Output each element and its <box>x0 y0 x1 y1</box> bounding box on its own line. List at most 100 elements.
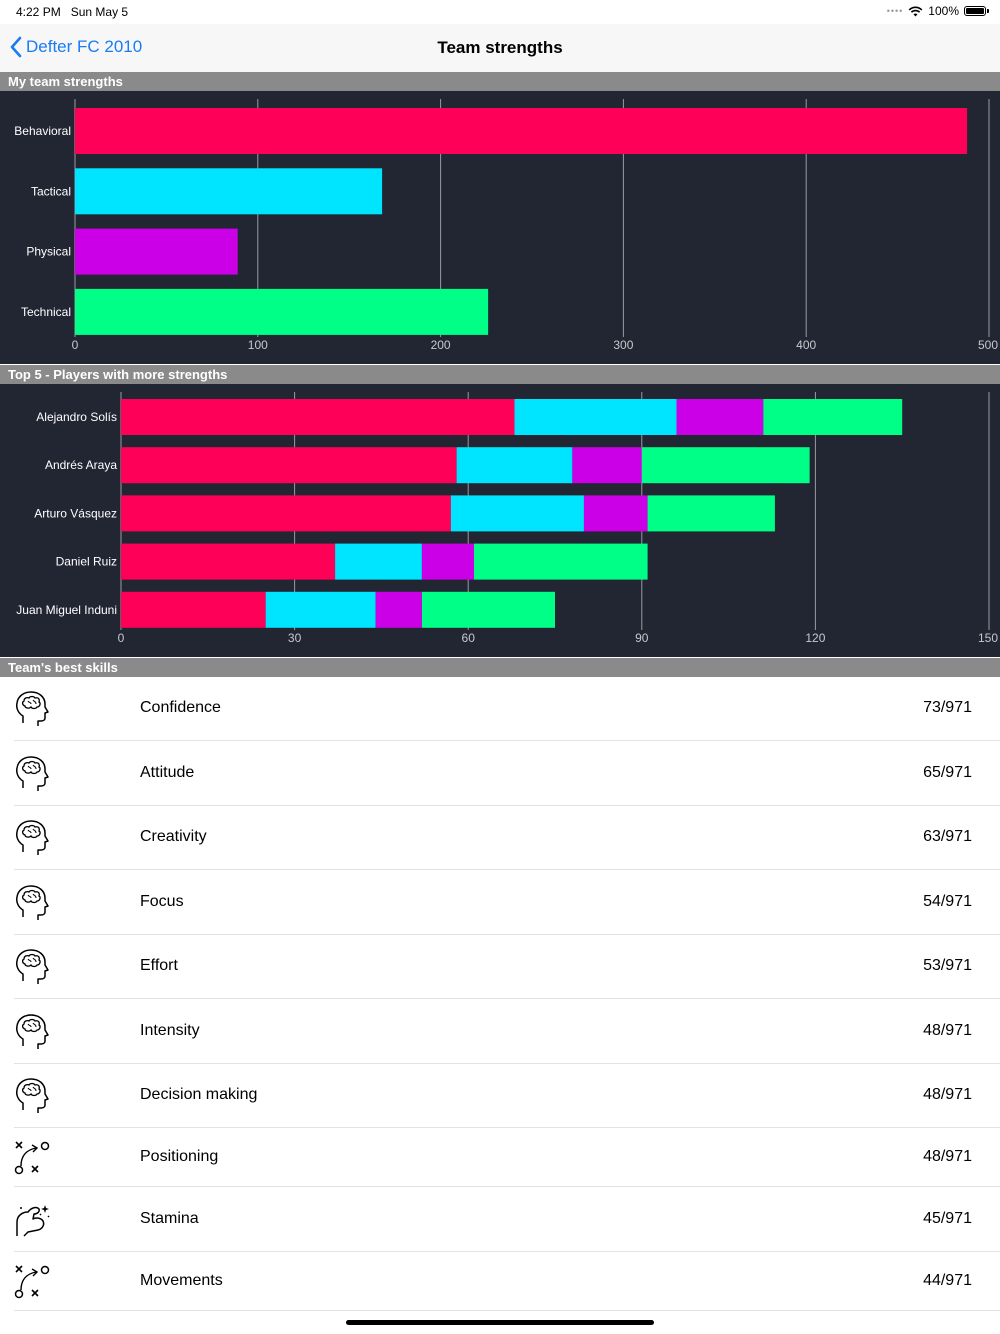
skill-row[interactable]: Decision making 48/971 <box>0 1064 1000 1128</box>
team-strengths-chart-svg: 0 100 200 300 400 500 Behavioral Tactical Physic… <box>14 99 998 352</box>
skill-row[interactable]: Effort 53/971 <box>0 935 1000 999</box>
row-separator <box>14 805 1000 806</box>
bar <box>75 168 383 215</box>
status-indicators: •••• 100% <box>886 4 989 18</box>
bar-segment <box>421 543 474 580</box>
bar-segment <box>473 543 648 580</box>
bar-segment <box>421 591 555 628</box>
signal-dots-icon: •••• <box>886 6 904 16</box>
x-tick-label: 90 <box>635 631 649 645</box>
page-title: Team strengths <box>437 38 563 57</box>
x-tick-label: 30 <box>288 631 302 645</box>
row-separator <box>14 869 1000 870</box>
bar <box>75 108 968 154</box>
x-tick-label: 0 <box>118 631 125 645</box>
skill-row[interactable]: Stamina 45/971 <box>0 1187 1000 1252</box>
skill-name: Decision making <box>140 1086 258 1103</box>
row-separator <box>14 1310 1000 1311</box>
skill-name: Intensity <box>140 1021 200 1039</box>
bar-segment <box>265 591 376 628</box>
bar <box>75 228 238 275</box>
row-separator <box>14 740 1000 741</box>
tactics-board-icon <box>12 1138 52 1178</box>
skill-name: Attitude <box>140 763 195 781</box>
bar <box>75 288 489 335</box>
brain-head-icon <box>12 1076 52 1116</box>
skill-name: Movements <box>140 1271 223 1289</box>
category-label: Arturo Vásquez <box>34 506 117 520</box>
x-tick-label: 300 <box>613 338 633 352</box>
category-label: Tactical <box>31 184 71 198</box>
bar-segment <box>572 447 642 484</box>
skill-value: 53/971 <box>923 957 972 974</box>
category-label: Behavioral <box>14 124 71 138</box>
brain-head-icon <box>12 754 52 794</box>
row-separator <box>14 1251 1000 1252</box>
bar-segment <box>121 399 515 435</box>
row-separator <box>14 998 1000 999</box>
brain-head-icon <box>12 689 52 729</box>
skill-row[interactable]: Creativity 63/971 <box>0 806 1000 870</box>
x-tick-label: 60 <box>462 631 476 645</box>
x-tick-label: 150 <box>978 631 998 645</box>
back-button[interactable]: Defter FC 2010 <box>10 36 142 58</box>
row-separator <box>14 1127 1000 1128</box>
status-bar: 4:22 PM Sun May 5 •••• 100% <box>0 0 1000 24</box>
battery-percent: 100% <box>928 4 959 18</box>
wifi-icon <box>908 6 923 16</box>
section-header-best-skills: Team's best skills <box>0 658 1000 677</box>
bar-segment <box>676 399 764 435</box>
skill-row[interactable]: Movements 44/971 <box>0 1252 1000 1311</box>
skill-value: 48/971 <box>923 1147 972 1165</box>
bar-segment <box>763 399 903 435</box>
skill-name: Positioning <box>140 1147 219 1165</box>
brain-head-icon <box>12 1012 52 1052</box>
category-label: Daniel Ruiz <box>56 555 117 569</box>
skill-value: 73/971 <box>923 699 972 716</box>
skill-row[interactable]: Confidence 73/971 <box>0 677 1000 741</box>
section-header-my-team: My team strengths <box>0 72 1000 91</box>
bar-segment <box>514 399 677 435</box>
skill-row[interactable]: Positioning 48/971 <box>0 1128 1000 1187</box>
top-players-chart: 0 30 60 90 120 150 Alejandro Solís Andrés Araya… <box>0 384 1000 657</box>
skill-row[interactable]: Intensity 48/971 <box>0 999 1000 1064</box>
x-tick-label: 0 <box>72 338 79 352</box>
status-time: 4:22 PM Sun May 5 <box>16 5 129 19</box>
team-strengths-chart: 0 100 200 300 400 500 Behavioral Tactical Physic… <box>0 91 1000 364</box>
skill-value: 54/971 <box>923 892 972 910</box>
home-indicator <box>346 1320 654 1325</box>
bar-segment <box>583 495 648 532</box>
bar-segment <box>121 447 457 484</box>
skill-value: 48/971 <box>923 1086 972 1103</box>
skill-name: Focus <box>140 892 184 910</box>
top-players-chart-svg: 0 30 60 90 120 150 Alejandro Solís Andrés Araya… <box>16 392 998 645</box>
x-tick-label: 200 <box>431 338 451 352</box>
battery-icon <box>964 6 989 16</box>
x-tick-label: 400 <box>796 338 816 352</box>
row-separator <box>14 934 1000 935</box>
skill-value: 48/971 <box>923 1021 972 1039</box>
bar-segment <box>121 495 451 532</box>
skill-value: 44/971 <box>923 1271 972 1289</box>
bar-segment <box>375 591 422 628</box>
bar-segment <box>335 543 422 580</box>
section-header-top5: Top 5 - Players with more strengths <box>0 365 1000 384</box>
bar-segment <box>456 447 573 484</box>
navigation-bar: Defter FC 2010 Team strengths <box>0 24 1000 72</box>
row-separator <box>14 1063 1000 1064</box>
chevron-left-icon <box>10 36 22 58</box>
skill-row[interactable]: Attitude 65/971 <box>0 741 1000 806</box>
skill-row[interactable]: Focus 54/971 <box>0 870 1000 935</box>
x-tick-label: 120 <box>805 631 825 645</box>
category-label: Physical <box>26 245 71 259</box>
skill-value: 65/971 <box>923 763 972 781</box>
bar-segment <box>647 495 775 532</box>
bar-segment <box>121 591 266 628</box>
skill-name: Confidence <box>140 699 221 716</box>
category-label: Andrés Araya <box>45 458 117 472</box>
flexed-arm-icon <box>12 1200 52 1240</box>
bar-segment <box>641 447 810 484</box>
bar-segment <box>121 543 336 580</box>
x-tick-label: 100 <box>248 338 268 352</box>
category-label: Juan Miguel Induni <box>16 603 117 617</box>
